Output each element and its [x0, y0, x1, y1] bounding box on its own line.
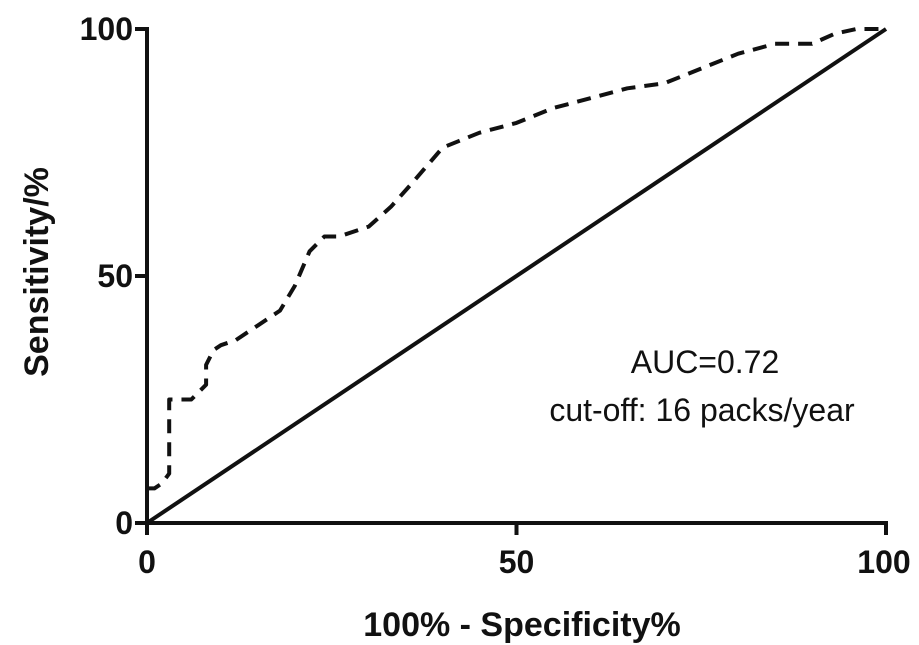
y-tick-label: 0: [115, 505, 133, 541]
x-tick-label: 0: [138, 544, 156, 580]
x-axis-title: 100% - Specificity%: [363, 606, 680, 644]
annotation-auc: AUC=0.72: [631, 344, 780, 380]
ticks-layer: 0 50 100 0 50 100: [80, 11, 911, 580]
roc-curve-line: [147, 27, 886, 491]
y-axis-title: Sensitivity/%: [18, 167, 56, 377]
x-tick-label: 50: [499, 544, 535, 580]
y-tick-label: 50: [97, 258, 133, 294]
x-tick-label: 100: [857, 544, 910, 580]
series-layer: [145, 27, 888, 525]
annotation-cutoff: cut-off: 16 packs/year: [549, 392, 855, 428]
y-tick-label: 100: [80, 11, 133, 47]
reference-line: [145, 27, 888, 525]
